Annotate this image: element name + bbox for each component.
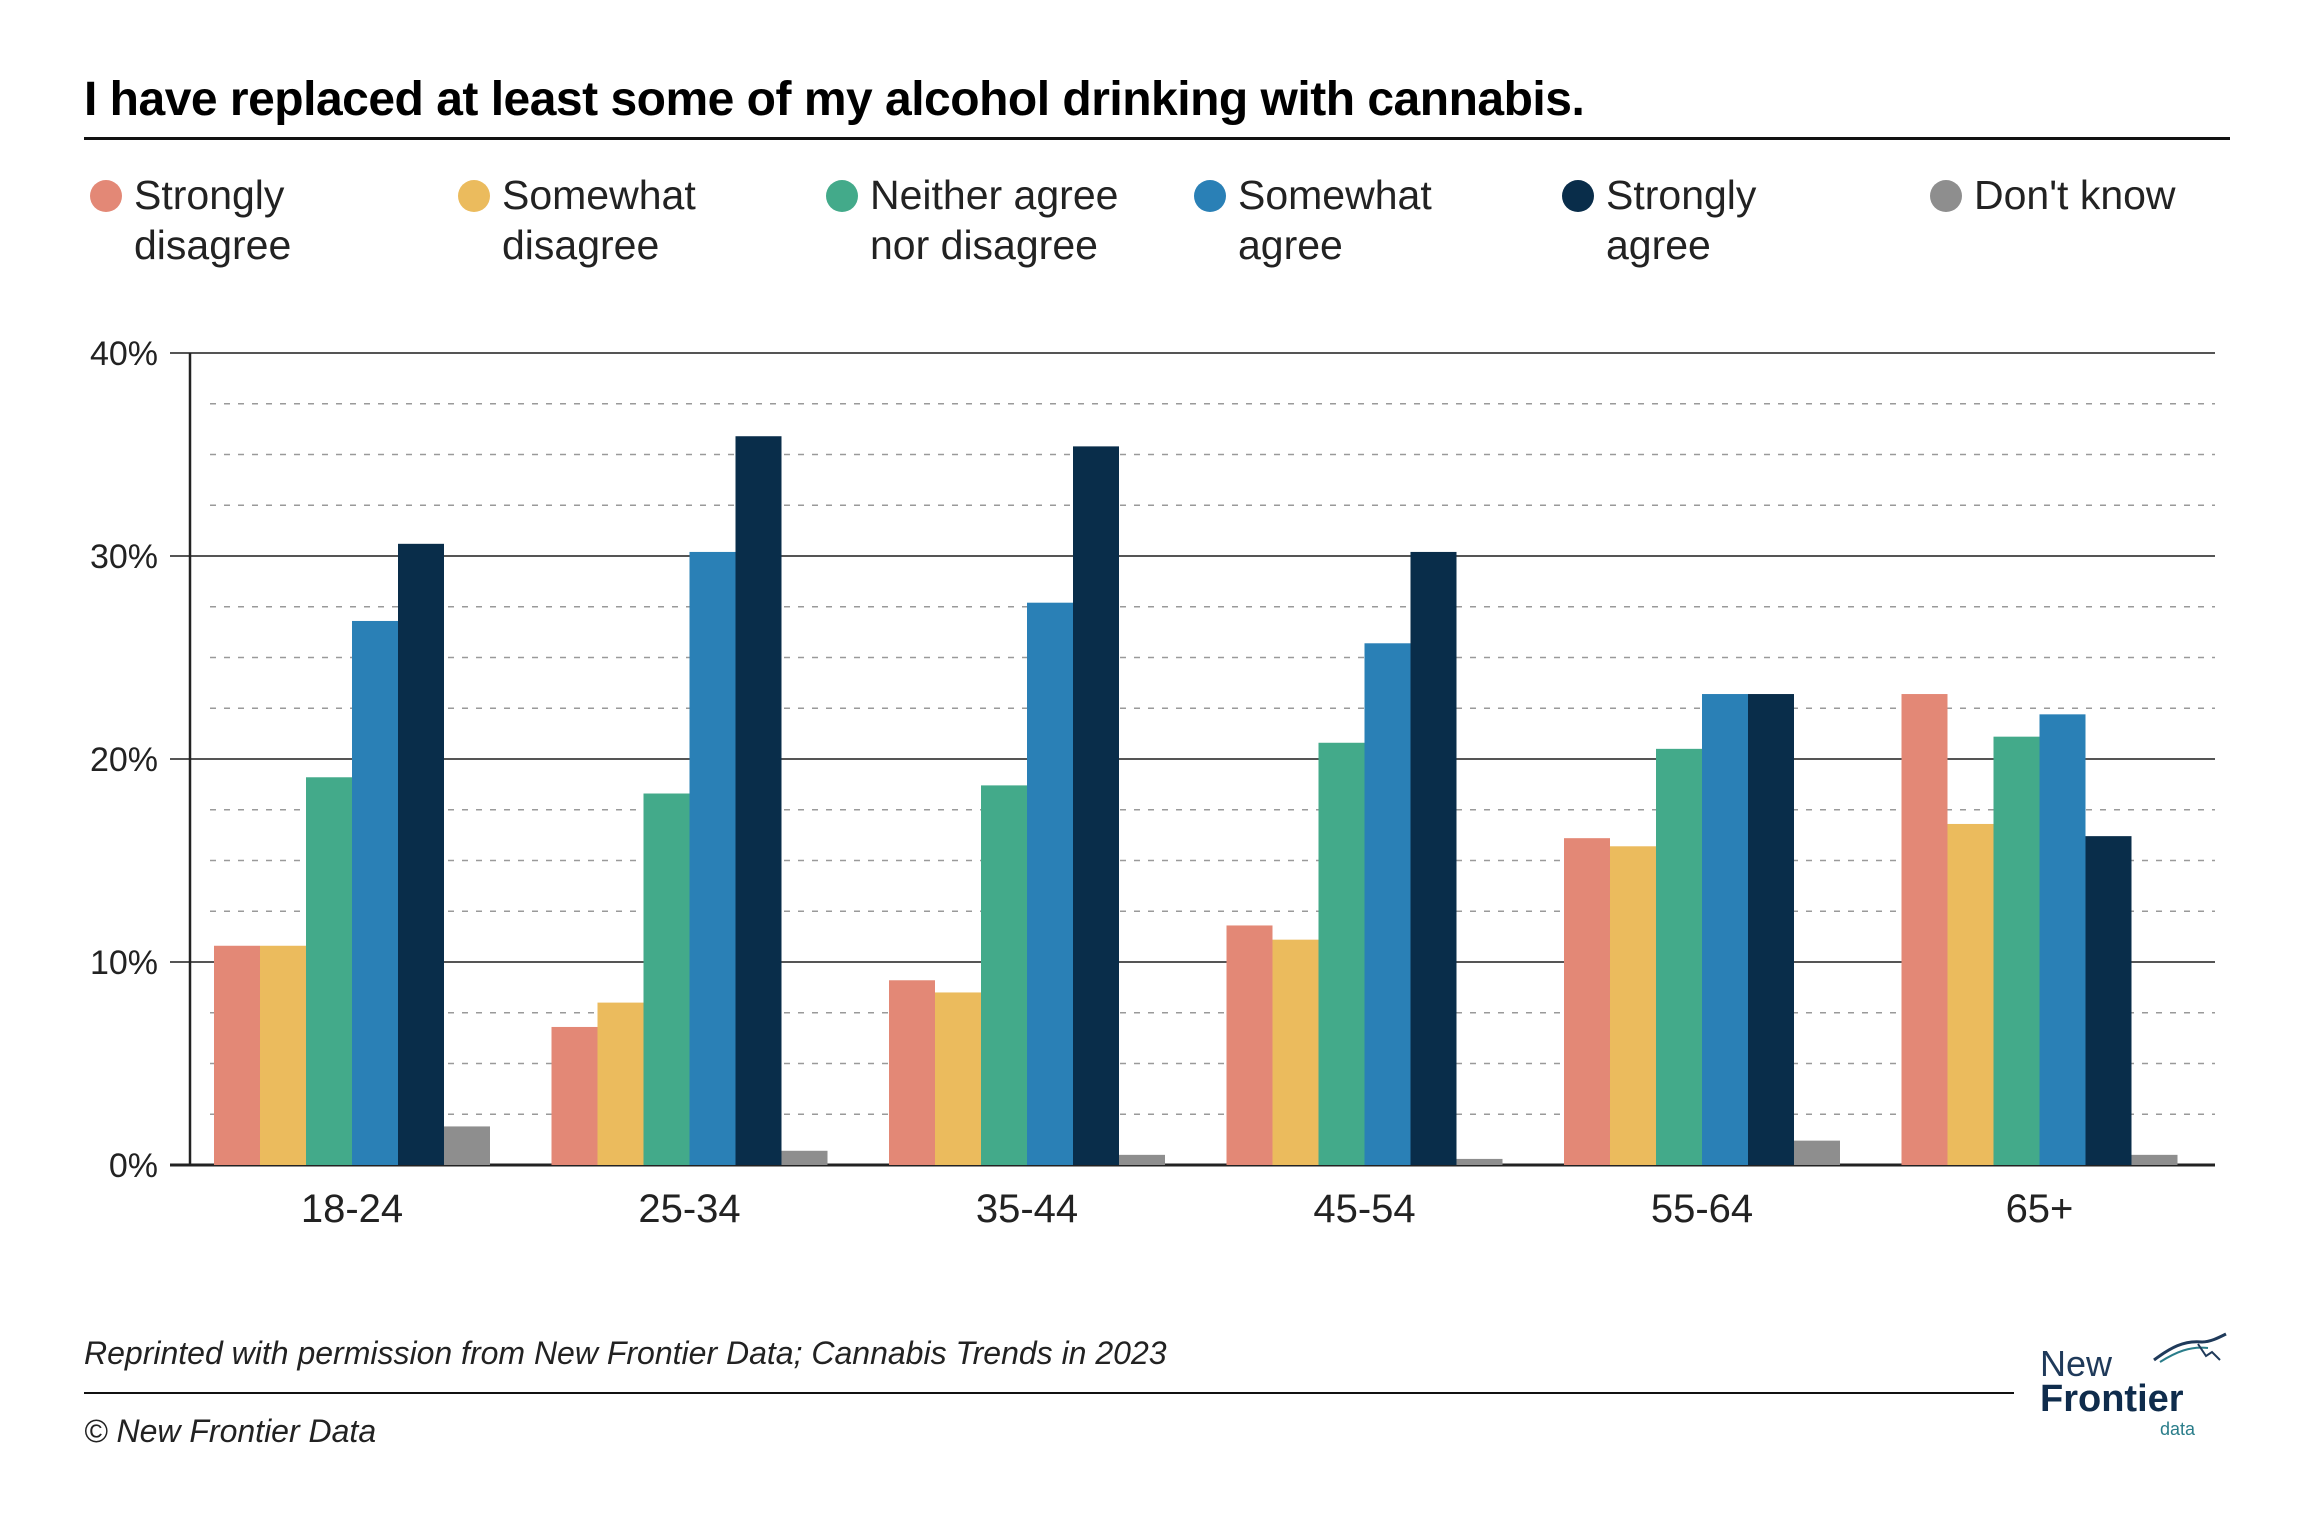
logo-text-new: New [2040, 1343, 2113, 1384]
bar [2085, 836, 2132, 1165]
bar [689, 551, 736, 1165]
bar [1901, 694, 1948, 1165]
legend-label: Somewhat disagree [502, 172, 696, 268]
footer-divider [84, 1392, 2014, 1394]
legend-label: Strongly agree [1606, 172, 1757, 268]
bar [935, 992, 981, 1165]
bar [1027, 602, 1073, 1165]
y-tick-label: 0% [109, 1147, 158, 1185]
bar [1702, 694, 1748, 1165]
bar [1226, 925, 1273, 1165]
bar [2131, 1154, 2178, 1165]
bar [306, 777, 352, 1165]
copyright-note: © New Frontier Data [84, 1413, 377, 1449]
bar [889, 980, 935, 1165]
logo-text-frontier: Frontier [2040, 1378, 2184, 1420]
bar [1410, 551, 1457, 1165]
bar [1456, 1158, 1503, 1165]
bar-chart: 0% 10% 20% 30% 40% 18-24 25-34 35-44 45-54 55-64 6… [90, 335, 2215, 1231]
bar [1794, 1140, 1840, 1165]
legend-swatch [826, 180, 858, 212]
bar [260, 945, 306, 1165]
bar [981, 785, 1027, 1165]
legend-swatch [90, 180, 122, 212]
x-category-label: 65+ [2006, 1187, 2074, 1231]
source-note: Reprinted with permission from New Front… [84, 1335, 1167, 1371]
bar [1947, 823, 1994, 1165]
x-category-label: 18-24 [301, 1187, 403, 1231]
horse-mark-icon [2153, 1332, 2227, 1363]
bar [1073, 446, 1119, 1165]
title-divider [84, 137, 2230, 140]
bar [214, 945, 260, 1165]
legend-swatch [1562, 180, 1594, 212]
bar [352, 620, 398, 1165]
legend-swatch [458, 180, 490, 212]
legend-label: Neither agree nor disagree [870, 172, 1119, 268]
bar [781, 1150, 828, 1165]
x-category-label: 25-34 [638, 1187, 740, 1231]
bar [444, 1126, 490, 1165]
bar [597, 1002, 644, 1165]
y-tick-label: 40% [90, 335, 158, 373]
legend-swatch [1194, 180, 1226, 212]
bar [1119, 1154, 1165, 1165]
bar [735, 436, 782, 1166]
legend-label: Don't know [1974, 172, 2176, 218]
bar [1993, 736, 2040, 1165]
bar [1656, 748, 1702, 1165]
bar [1364, 643, 1411, 1165]
legend-swatch [1930, 180, 1962, 212]
y-tick-label: 10% [90, 944, 158, 982]
bar [1564, 838, 1610, 1165]
bar [2039, 714, 2086, 1165]
bar [1610, 846, 1656, 1165]
legend-label: Somewhat agree [1238, 172, 1432, 268]
y-tick-label: 20% [90, 741, 158, 779]
x-category-label: 35-44 [976, 1187, 1078, 1231]
chart-title: I have replaced at least some of my alco… [84, 73, 1585, 126]
bar [1318, 742, 1365, 1165]
x-category-label: 55-64 [1651, 1187, 1753, 1231]
bar [1748, 694, 1794, 1165]
bar [551, 1026, 598, 1165]
bar [643, 793, 690, 1165]
bar [1272, 939, 1319, 1165]
bar [398, 543, 444, 1165]
legend-label: Strongly disagree [134, 172, 292, 268]
new-frontier-logo: New Frontier data [2040, 1330, 2240, 1440]
logo-text-data: data [2160, 1419, 2196, 1439]
y-tick-label: 30% [90, 538, 158, 576]
x-category-label: 45-54 [1313, 1187, 1415, 1231]
